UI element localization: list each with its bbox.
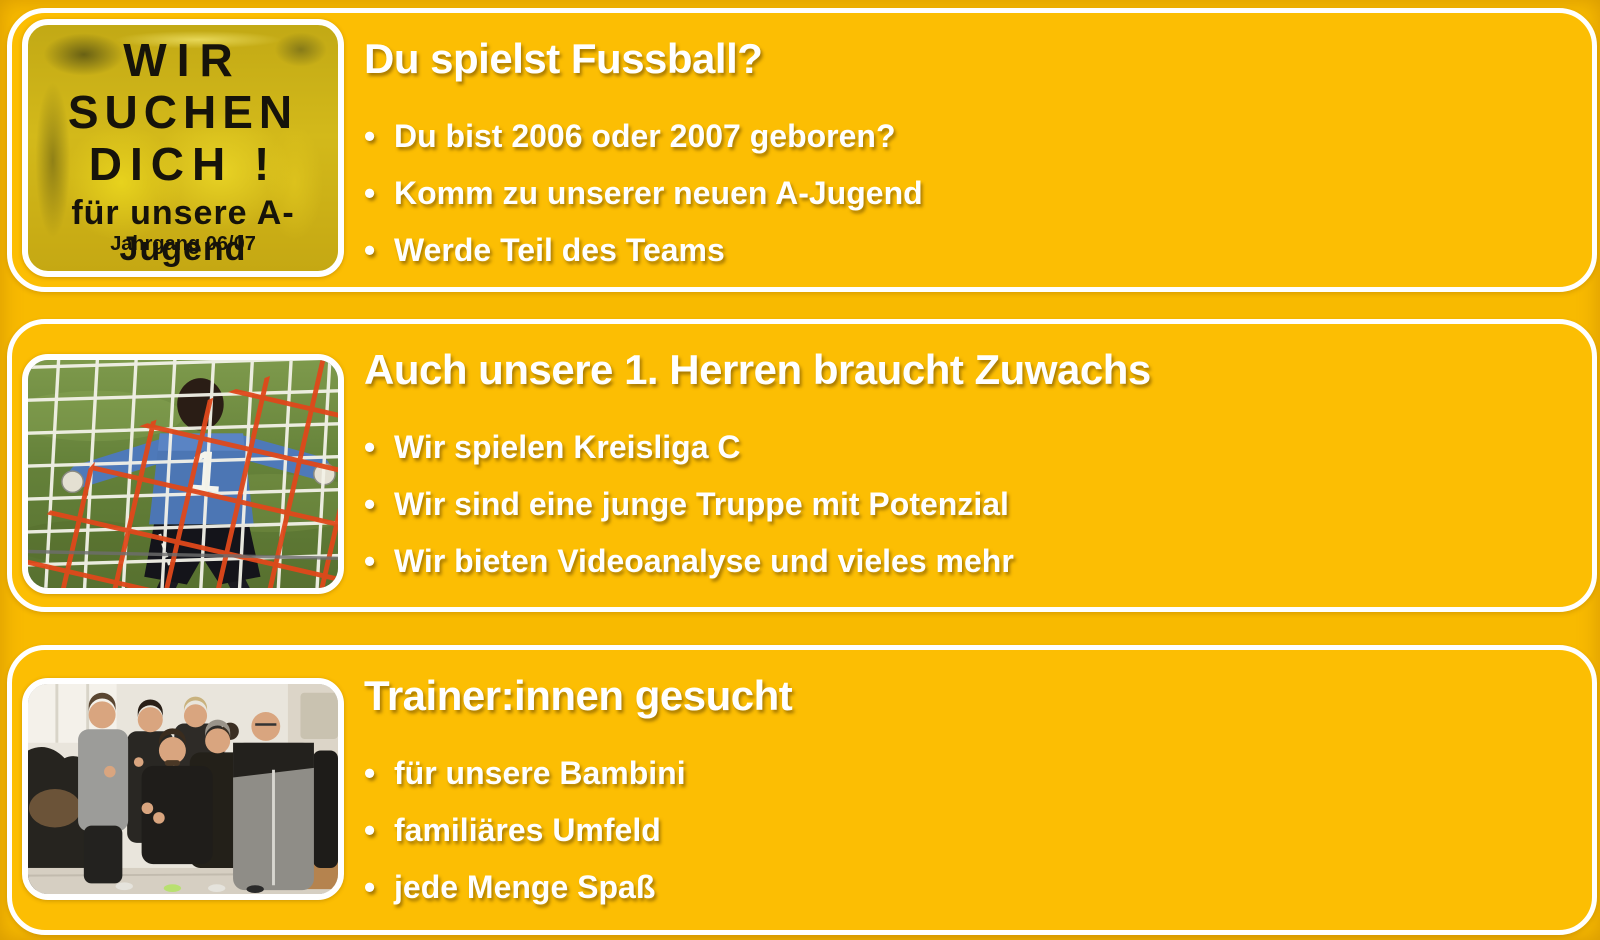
thumbs-up bbox=[104, 765, 116, 778]
bullet-item: • familiäres Umfeld bbox=[364, 813, 1564, 847]
bullet-item: • Du bist 2006 oder 2007 geboren? bbox=[364, 119, 1564, 153]
goalkeeper-jersey bbox=[149, 433, 254, 525]
bullet-text: Komm zu unserer neuen A-Jugend bbox=[394, 175, 923, 211]
bullet-text: Du bist 2006 oder 2007 geboren? bbox=[394, 118, 896, 154]
card-erste-herren-content: Auch unsere 1. Herren braucht Zuwachs • … bbox=[344, 324, 1592, 607]
coaches-team-photo bbox=[22, 678, 344, 900]
bullet-marker: • bbox=[364, 429, 376, 465]
poster-subtitle: für unsere A-Jugend bbox=[71, 194, 295, 268]
poster-line-dich: DICH ! bbox=[88, 138, 278, 190]
bullet-list: • Du bist 2006 oder 2007 geboren? • Komm… bbox=[364, 119, 1564, 267]
card-title: Du spielst Fussball? bbox=[364, 35, 763, 82]
bullet-marker: • bbox=[364, 175, 376, 211]
bullet-marker: • bbox=[364, 812, 376, 848]
card-trainer: Trainer:innen gesucht • für unsere Bambi… bbox=[7, 645, 1597, 935]
bullet-item: • Komm zu unserer neuen A-Jugend bbox=[364, 176, 1564, 210]
poster-line-wir: WIR bbox=[123, 34, 243, 86]
card-a-jugend-content: Du spielst Fussball? • Du bist 2006 oder… bbox=[344, 13, 1592, 287]
goal-net-white bbox=[28, 360, 338, 588]
bullet-item: • für unsere Bambini bbox=[364, 756, 1564, 790]
bullet-marker: • bbox=[364, 232, 376, 268]
bullet-list: • Wir spielen Kreisliga C • Wir sind ein… bbox=[364, 430, 1564, 578]
goalkeeper-photo-graphic: 1 bbox=[28, 360, 338, 588]
bullet-text: Werde Teil des Teams bbox=[394, 232, 725, 268]
thumbs-up bbox=[141, 802, 154, 815]
coaches-team-photo-graphic bbox=[28, 684, 338, 894]
thumbs-up bbox=[153, 812, 165, 824]
goalkeeper-photo: 1 bbox=[22, 354, 344, 594]
bullet-marker: • bbox=[364, 755, 376, 791]
bullet-item: • Werde Teil des Teams bbox=[364, 233, 1564, 267]
wir-suchen-dich-poster-image: WIR SUCHEN DICH ! für unsere A-Jugend Ja… bbox=[22, 19, 344, 277]
bullet-list: • für unsere Bambini • familiäres Umfeld… bbox=[364, 756, 1564, 904]
card-title: Auch unsere 1. Herren braucht Zuwachs bbox=[364, 346, 1151, 393]
bullet-marker: • bbox=[364, 543, 376, 579]
bullet-text: familiäres Umfeld bbox=[394, 812, 661, 848]
chair bbox=[28, 789, 81, 828]
bullet-item: • Wir bieten Videoanalyse und vieles meh… bbox=[364, 544, 1564, 578]
bullet-item: • Wir spielen Kreisliga C bbox=[364, 430, 1564, 464]
bullet-marker: • bbox=[364, 486, 376, 522]
card-title: Trainer:innen gesucht bbox=[364, 672, 793, 719]
bullet-text: jede Menge Spaß bbox=[394, 869, 656, 905]
card-a-jugend: WIR SUCHEN DICH ! für unsere A-Jugend Ja… bbox=[7, 8, 1597, 292]
bullet-text: Wir bieten Videoanalyse und vieles mehr bbox=[394, 543, 1014, 579]
thumbs-up bbox=[133, 757, 144, 767]
goalkeeper-head bbox=[177, 378, 224, 431]
bullet-marker: • bbox=[364, 869, 376, 905]
poster-note: Jahrgang 06/07 bbox=[110, 233, 256, 255]
bullet-text: für unsere Bambini bbox=[394, 755, 686, 791]
poster-line-suchen: SUCHEN bbox=[67, 86, 299, 138]
net-bottom-rope bbox=[28, 549, 338, 560]
card-erste-herren: 1 bbox=[7, 319, 1597, 612]
team-members bbox=[78, 692, 338, 893]
goalkeeper-glove-left bbox=[61, 470, 84, 494]
bullet-text: Wir sind eine junge Truppe mit Potenzial bbox=[394, 486, 1009, 522]
bullet-marker: • bbox=[364, 118, 376, 154]
bullet-text: Wir spielen Kreisliga C bbox=[394, 429, 741, 465]
bullet-item: • Wir sind eine junge Truppe mit Potenzi… bbox=[364, 487, 1564, 521]
bullet-item: • jede Menge Spaß bbox=[364, 870, 1564, 904]
card-trainer-content: Trainer:innen gesucht • für unsere Bambi… bbox=[344, 650, 1592, 930]
